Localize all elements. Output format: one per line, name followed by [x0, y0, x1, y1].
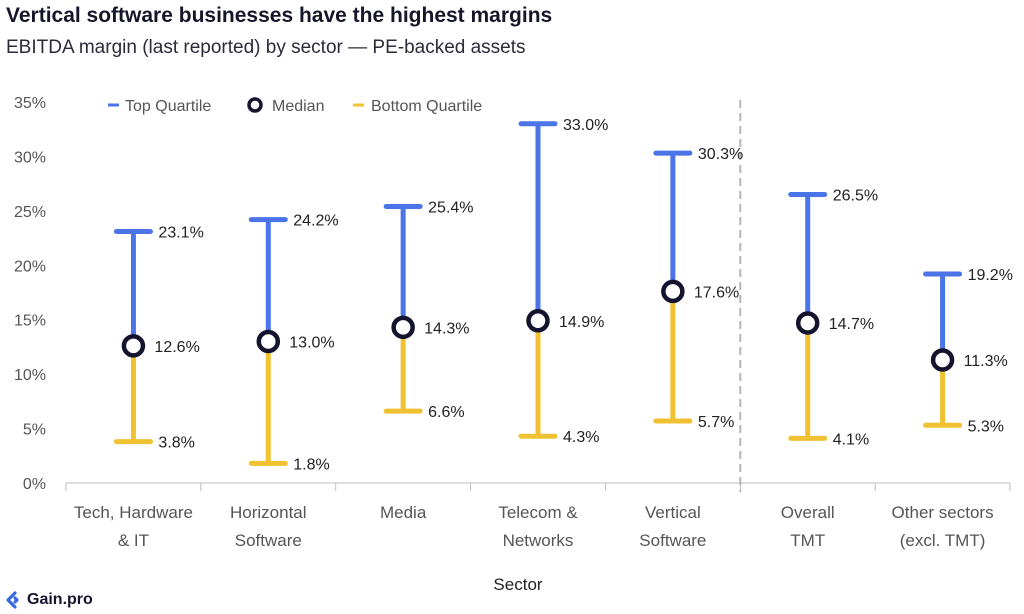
x-tick-label: & IT [118, 531, 149, 550]
x-tick-label: Tech, Hardware [74, 503, 193, 522]
x-tick-label: TMT [790, 531, 825, 550]
legend-label-median: Median [272, 98, 324, 115]
top-quartile-label: 19.2% [968, 267, 1013, 284]
y-tick-label: 25% [14, 204, 46, 221]
median-point [661, 279, 685, 304]
median-label: 12.6% [154, 339, 199, 356]
brand-logo: Gain.pro [4, 591, 93, 609]
legend-label-top-quartile: Top Quartile [125, 98, 211, 115]
x-tick-label: (excl. TMT) [900, 531, 986, 550]
bottom-quartile-label: 4.3% [563, 429, 599, 446]
y-tick-label: 0% [23, 476, 46, 493]
y-tick-label: 5% [23, 422, 46, 439]
x-tick-label: Software [639, 531, 706, 550]
median-point [256, 329, 281, 354]
x-tick-label: Horizontal [230, 503, 307, 522]
top-quartile-label: 30.3% [698, 146, 743, 163]
top-quartile-label: 24.2% [293, 213, 338, 230]
median-label: 14.7% [829, 316, 874, 333]
y-tick-label: 15% [14, 313, 46, 330]
bottom-quartile-label: 5.7% [698, 414, 734, 431]
bottom-quartile-label: 4.1% [833, 431, 869, 448]
legend-swatch-median [247, 97, 263, 113]
x-tick-label: Networks [503, 531, 574, 550]
median-label: 17.6% [694, 284, 739, 301]
median-label: 13.0% [289, 334, 334, 351]
median-point [391, 315, 415, 340]
bottom-quartile-label: 3.8% [158, 435, 194, 452]
bottom-quartile-label: 6.6% [428, 404, 464, 421]
brand-name: Gain.pro [27, 591, 93, 608]
x-tick-label: Media [380, 503, 427, 522]
y-tick-label: 10% [14, 367, 46, 384]
gain-logo-icon [6, 591, 19, 609]
y-tick-label: 20% [14, 258, 46, 275]
median-label: 14.3% [424, 320, 469, 337]
x-tick-label: Overall [781, 503, 835, 522]
median-label: 11.3% [964, 353, 1008, 370]
chart-subtitle: EBITDA margin (last reported) by sector … [6, 37, 526, 58]
chart-title: Vertical software businesses have the hi… [6, 4, 553, 27]
median-point [930, 348, 955, 372]
x-tick-label: Telecom & [498, 503, 578, 522]
y-tick-label: 30% [14, 149, 46, 166]
median-label: 14.9% [559, 314, 604, 331]
median-point [526, 309, 550, 333]
top-quartile-label: 23.1% [158, 225, 203, 242]
bottom-quartile-label: 5.3% [968, 418, 1004, 435]
x-tick-label: Vertical [645, 503, 701, 522]
top-quartile-label: 26.5% [833, 188, 878, 205]
median-point [121, 334, 146, 358]
median-point [795, 311, 820, 335]
top-quartile-label: 33.0% [563, 117, 608, 134]
bottom-quartile-label: 1.8% [293, 456, 329, 473]
top-quartile-label: 25.4% [428, 200, 473, 217]
x-tick-label: Software [235, 531, 302, 550]
x-tick-label: Other sectors [892, 503, 994, 522]
legend-label-bottom-quartile: Bottom Quartile [371, 98, 482, 115]
x-axis-title: Sector [493, 575, 542, 594]
y-tick-label: 35% [14, 95, 46, 112]
